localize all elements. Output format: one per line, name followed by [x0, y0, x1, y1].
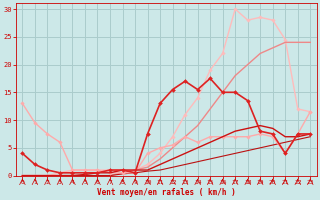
X-axis label: Vent moyen/en rafales ( km/h ): Vent moyen/en rafales ( km/h ) [97, 188, 236, 197]
